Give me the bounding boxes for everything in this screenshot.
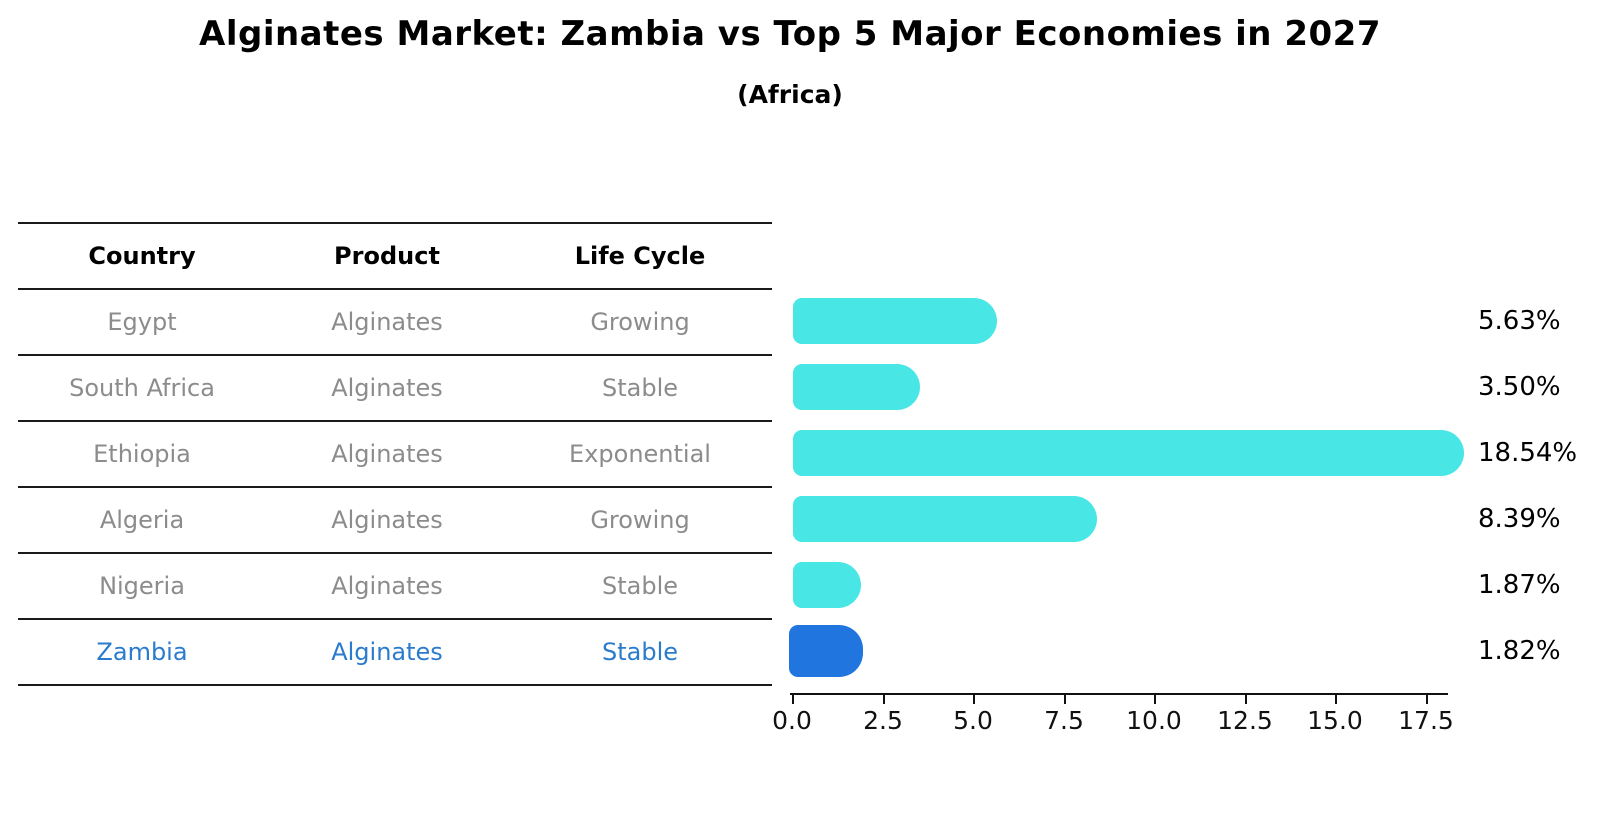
cell-product: Alginates [331, 506, 443, 534]
cell-life-cycle: Growing [590, 308, 690, 336]
x-tick [1154, 695, 1156, 704]
cell-country: Nigeria [99, 572, 185, 600]
bar-nigeria [793, 562, 861, 608]
cell-country: Algeria [99, 506, 185, 534]
col-header-life-cycle: Life Cycle [574, 242, 706, 270]
x-tick-label: 17.5 [1398, 706, 1454, 735]
value-label-algeria: 8.39% [1478, 504, 1561, 534]
chart-subtitle: (Africa) [737, 80, 843, 109]
x-tick [1426, 695, 1428, 704]
cell-life-cycle: Stable [601, 572, 679, 600]
table-row-south-africa: South Africa Alginates Stable [18, 354, 772, 420]
table-header-row: Country Product Life Cycle [18, 222, 772, 288]
value-label-south-africa: 3.50% [1478, 372, 1561, 402]
x-tick-label: 10.0 [1126, 706, 1182, 735]
cell-country: Egypt [107, 308, 177, 336]
x-tick [792, 695, 794, 704]
cell-product: Alginates [331, 572, 443, 600]
x-tick-label: 0.0 [772, 706, 812, 735]
table-row-egypt: Egypt Alginates Growing [18, 288, 772, 354]
bar-zambia [789, 625, 863, 677]
col-header-country: Country [88, 242, 196, 270]
table-row-ethiopia: Ethiopia Alginates Exponential [18, 420, 772, 486]
cell-life-cycle: Growing [590, 506, 690, 534]
col-header-product: Product [334, 242, 440, 270]
table-row-nigeria: Nigeria Alginates Stable [18, 552, 772, 618]
bar-egypt [793, 298, 997, 344]
x-tick [1245, 695, 1247, 704]
bar-south-africa [793, 364, 920, 410]
cell-product: Alginates [331, 638, 443, 666]
value-label-zambia: 1.82% [1478, 636, 1561, 666]
x-tick [883, 695, 885, 704]
x-tick-label: 12.5 [1217, 706, 1273, 735]
value-label-ethiopia: 18.54% [1478, 438, 1578, 468]
x-tick [1064, 695, 1066, 704]
cell-product: Alginates [331, 308, 443, 336]
bar-algeria [793, 496, 1097, 542]
cell-country: Zambia [96, 638, 188, 666]
country-table: Country Product Life Cycle Egypt Alginat… [18, 222, 772, 686]
cell-product: Alginates [331, 440, 443, 468]
cell-life-cycle: Stable [601, 638, 679, 666]
table-row-zambia: Zambia Alginates Stable [18, 618, 772, 684]
cell-life-cycle: Exponential [569, 440, 711, 468]
x-tick-label: 5.0 [953, 706, 993, 735]
x-tick-label: 15.0 [1307, 706, 1363, 735]
cell-life-cycle: Stable [601, 374, 679, 402]
chart-title: Alginates Market: Zambia vs Top 5 Major … [199, 14, 1381, 54]
value-label-nigeria: 1.87% [1478, 570, 1561, 600]
table-row-algeria: Algeria Alginates Growing [18, 486, 772, 552]
cell-country: Ethiopia [93, 440, 191, 468]
x-tick-label: 7.5 [1044, 706, 1084, 735]
x-tick [1335, 695, 1337, 704]
cell-product: Alginates [331, 374, 443, 402]
x-tick [973, 695, 975, 704]
value-label-egypt: 5.63% [1478, 306, 1561, 336]
cell-country: South Africa [69, 374, 215, 402]
x-axis-line [790, 693, 1448, 695]
x-tick-label: 2.5 [863, 706, 903, 735]
bar-ethiopia [793, 430, 1464, 476]
